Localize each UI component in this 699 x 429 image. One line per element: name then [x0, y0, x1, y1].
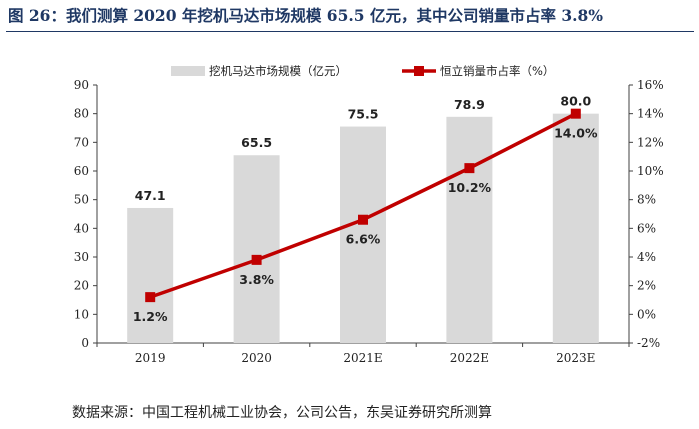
y-left-tick-label: 90: [74, 78, 89, 92]
line-marker: [251, 254, 262, 265]
y-left-tick-label: 60: [74, 164, 89, 178]
bar-value-label: 80.0: [560, 94, 591, 109]
y-right-tick-label: -2%: [637, 336, 660, 350]
bar: [446, 116, 493, 343]
title-rule: [6, 31, 694, 32]
bar-value-label: 47.1: [135, 188, 166, 203]
bar-value-label: 75.5: [348, 107, 379, 122]
chart-title: 图 26：我们测算 2020 年挖机马达市场规模 65.5 亿元，其中公司销量市…: [8, 6, 604, 25]
bar-value-label: 65.5: [241, 135, 272, 150]
line-marker: [358, 214, 368, 225]
y-right-tick-label: 6%: [637, 221, 656, 235]
legend-bar-swatch: [171, 66, 205, 76]
bars: [127, 113, 599, 344]
y-left-tick-label: 20: [74, 279, 89, 293]
data-labels: 47.1 65.5 75.5 78.9 80.0 1.2% 3.8% 6.6% 10.2% 14.…: [133, 94, 598, 324]
y-left-tick-label: 30: [74, 250, 89, 264]
bar: [233, 155, 280, 343]
line-value-label: 1.2%: [133, 309, 168, 324]
line-marker: [570, 108, 581, 119]
y-left-tick-label: 80: [74, 107, 89, 121]
line-value-label: 6.6%: [346, 232, 381, 247]
y-right-tick-label: 0%: [637, 307, 656, 321]
y-right-tick-label: 14%: [637, 107, 664, 121]
share-line: [145, 108, 581, 303]
legend-line-label: 恒立销量市占率（%）: [440, 64, 554, 78]
y-right-tick-label: 16%: [637, 78, 664, 92]
x-tick-label: 2020: [241, 351, 272, 365]
bar: [127, 207, 174, 343]
y-right-tick-label: 10%: [637, 164, 664, 178]
bar: [340, 126, 386, 343]
line-value-label: 3.8%: [239, 272, 274, 287]
y-left-tick-label: 40: [74, 221, 89, 235]
x-tick-label: 2021E: [343, 351, 382, 365]
y-right-tick-label: 12%: [637, 135, 664, 149]
y-right-tick-label: 4%: [637, 250, 656, 264]
axes: 0 10 20 30 40 50 60 70 80 90 -2% 0% 2% 4% 6% 8% 10% 12% 14…: [74, 78, 664, 365]
legend-line-marker: [414, 66, 424, 76]
line-marker: [464, 163, 475, 174]
y-left-tick-label: 50: [74, 193, 89, 207]
line-marker: [145, 292, 156, 303]
line-value-label: 14.0%: [554, 126, 598, 141]
bar-value-label: 78.9: [454, 97, 485, 112]
line-value-label: 10.2%: [448, 180, 492, 195]
y-right-tick-label: 2%: [637, 279, 656, 293]
legend-bar-label: 挖机马达市场规模（亿元）: [209, 64, 347, 78]
bar: [552, 113, 599, 344]
legend: 挖机马达市场规模（亿元） 恒立销量市占率（%）: [171, 64, 554, 78]
y-left-tick-label: 10: [74, 307, 89, 321]
x-tick-label: 2022E: [450, 351, 489, 365]
combo-chart: 0 10 20 30 40 50 60 70 80 90 -2% 0% 2% 4% 6% 8% 10% 12% 14…: [74, 64, 664, 365]
x-tick-label: 2019: [135, 351, 166, 365]
y-left-tick-label: 0: [81, 336, 89, 350]
y-right-tick-label: 8%: [637, 193, 656, 207]
source-note: 数据来源：中国工程机械工业协会，公司公告，东吴证券研究所测算: [72, 405, 492, 421]
x-tick-label: 2023E: [556, 351, 595, 365]
y-left-tick-label: 70: [74, 135, 89, 149]
